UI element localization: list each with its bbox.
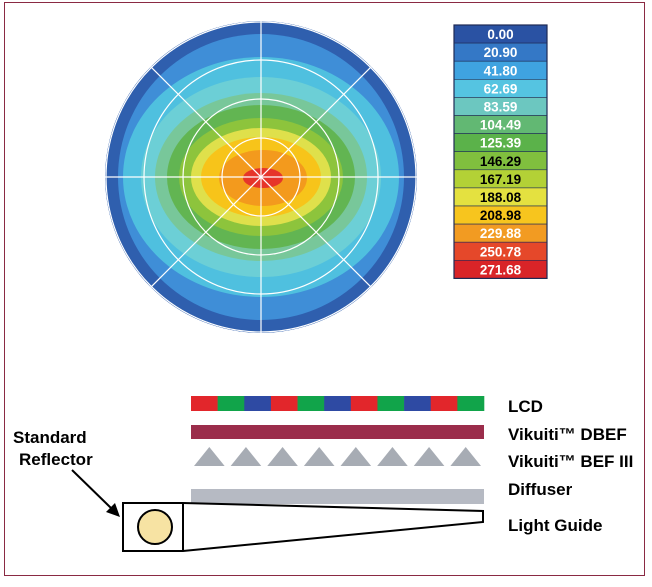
bef-prism — [303, 447, 335, 466]
legend-value: 208.98 — [480, 208, 522, 223]
dbef-layer — [191, 425, 484, 439]
bef-prism — [230, 447, 262, 466]
legend-item: 41.80 — [453, 60, 548, 80]
bef-label: Vikuiti™ BEF III — [508, 452, 633, 471]
lcd-subpixel — [324, 396, 352, 411]
legend-value: 167.19 — [480, 172, 521, 187]
legend-value: 146.29 — [480, 154, 521, 169]
legend-value: 62.69 — [484, 81, 518, 96]
legend-border — [453, 24, 548, 279]
legend-value: 125.39 — [480, 136, 521, 151]
lamp-circle — [137, 509, 173, 545]
legend-item: 167.19 — [453, 169, 548, 189]
grid-spoke — [150, 66, 372, 288]
diffuser-label: Diffuser — [508, 480, 573, 499]
polar-luminance-plot — [105, 21, 417, 333]
arrow-shaft — [71, 469, 112, 509]
legend-item: 250.78 — [453, 241, 548, 261]
bef-prism — [450, 447, 481, 466]
legend-value: 188.08 — [480, 190, 522, 205]
dbef-label: Vikuiti™ DBEF — [508, 425, 627, 444]
lcd-label: LCD — [508, 397, 543, 416]
arrow-head — [106, 503, 120, 517]
legend-value: 104.49 — [480, 118, 521, 133]
light-guide-label: Light Guide — [508, 516, 602, 535]
bef-prism — [377, 447, 408, 466]
bef-prism — [267, 447, 298, 466]
legend-value: 0.00 — [487, 27, 513, 42]
lcd-subpixel — [297, 396, 325, 411]
legend-value: 271.68 — [480, 262, 522, 277]
luminance-zone — [243, 168, 283, 188]
legend-item: 188.08 — [453, 187, 548, 207]
legend-value: 20.90 — [484, 45, 518, 60]
lcd-layer — [191, 396, 485, 411]
lcd-subpixel — [244, 396, 272, 411]
figure-canvas: 0.00 20.90 41.80 62.69 83.59 104.49 125.39 146.… — [13, 21, 633, 552]
legend-item: 83.59 — [453, 97, 548, 116]
legend-item: 146.29 — [453, 151, 548, 171]
legend-item: 0.00 — [453, 24, 548, 44]
legend-item: 271.68 — [453, 259, 548, 279]
legend-item: 20.90 — [453, 42, 548, 62]
lcd-subpixel — [457, 396, 485, 411]
polar-grid — [105, 21, 417, 333]
lcd-subpixel — [377, 396, 405, 411]
legend-value: 229.88 — [480, 226, 522, 241]
legend-item: 229.88 — [453, 223, 548, 243]
bef-prism — [413, 447, 445, 466]
lcd-subpixel — [191, 396, 218, 411]
lcd-subpixel — [430, 396, 458, 411]
lcd-subpixel — [404, 396, 432, 411]
legend-value: 83.59 — [484, 99, 518, 114]
legend-item: 62.69 — [453, 79, 548, 98]
legend-item: 208.98 — [453, 205, 548, 225]
legend-value: 250.78 — [480, 244, 522, 259]
reflector-label-line1: Standard — [13, 428, 87, 447]
reflector-arrow — [71, 469, 120, 517]
legend-item: 125.39 — [453, 133, 548, 153]
color-legend: 0.00 20.90 41.80 62.69 83.59 104.49 125.39 146.… — [453, 24, 548, 279]
diffuser-layer — [191, 489, 484, 504]
lcd-subpixel — [270, 396, 298, 411]
bef-prism-layer — [194, 447, 481, 466]
bef-prism — [340, 447, 372, 466]
lcd-subpixel — [350, 396, 378, 411]
backlight-stack-diagram: LCD Vikuiti™ DBEF Vikuiti™ BEF III Diffu… — [13, 396, 633, 552]
legend-item: 104.49 — [453, 115, 548, 134]
light-guide-body — [122, 502, 484, 552]
reflector-label-line2: Reflector — [19, 450, 93, 469]
light-guide — [122, 502, 484, 552]
bef-prism — [194, 447, 225, 466]
legend-value: 41.80 — [484, 63, 518, 78]
lcd-subpixel — [217, 396, 245, 411]
figure-frame: 0.00 20.90 41.80 62.69 83.59 104.49 125.39 146.… — [4, 2, 645, 576]
